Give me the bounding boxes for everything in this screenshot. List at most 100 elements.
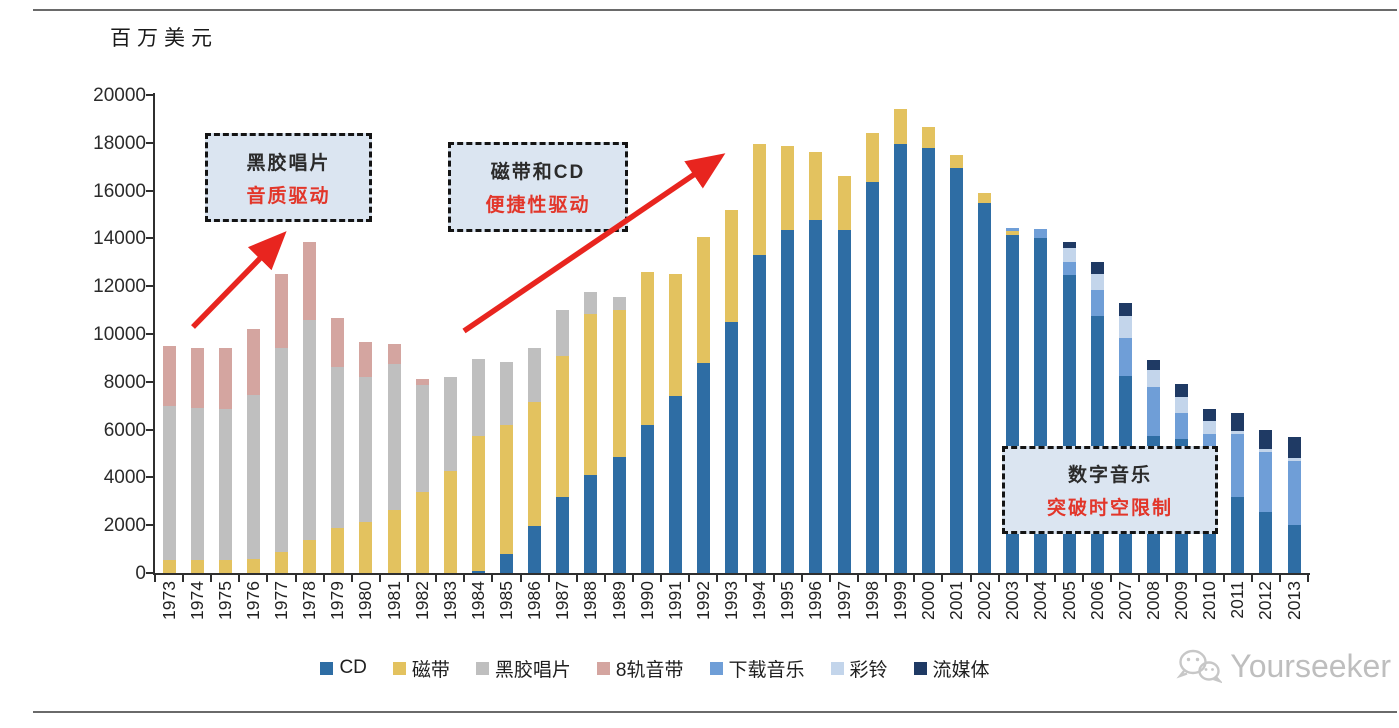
legend-label-黑胶唱片: 黑胶唱片 xyxy=(494,659,571,681)
bar-segment-黑胶唱片-1973 xyxy=(162,405,176,560)
x-label-slot: 1982 xyxy=(408,581,436,643)
stacked-bar-1978 xyxy=(303,242,317,573)
bar-segment-彩铃-2007 xyxy=(1118,316,1132,338)
x-axis-year-label: 1993 xyxy=(721,581,742,620)
bar-segment-黑胶唱片-1981 xyxy=(387,363,401,510)
bar-segment-8轨音带-1973 xyxy=(162,345,176,406)
bar-slot-2013 xyxy=(1280,95,1308,573)
x-axis-tick xyxy=(322,575,325,582)
legend-item-下载音乐: 下载音乐 xyxy=(709,655,805,682)
x-axis-year-label: 1996 xyxy=(805,581,826,620)
bar-segment-下载音乐-2006 xyxy=(1090,289,1104,317)
x-label-slot: 2001 xyxy=(943,581,971,643)
bar-segment-磁带-1978 xyxy=(303,539,317,573)
bar-segment-磁带-1976 xyxy=(246,558,260,573)
bar-segment-磁带-1998 xyxy=(865,133,879,183)
x-label-slot: 1997 xyxy=(830,581,858,643)
bar-segment-磁带-1984 xyxy=(471,435,485,571)
x-axis-year-label: 1994 xyxy=(749,581,770,620)
x-axis-year-label: 2009 xyxy=(1171,581,1192,620)
bar-segment-CD-1996 xyxy=(809,220,823,573)
y-axis-tick-label: 4000 xyxy=(103,467,146,489)
bar-segment-8轨音带-1982 xyxy=(415,379,429,386)
bar-segment-CD-1986 xyxy=(528,526,542,573)
y-axis-tick xyxy=(146,572,154,574)
stacked-bar-1976 xyxy=(246,329,260,573)
bar-slot-2002 xyxy=(971,95,999,573)
x-axis-tick xyxy=(1082,575,1085,582)
bar-slot-1984 xyxy=(464,95,492,573)
legend-swatch-黑胶唱片 xyxy=(475,661,489,675)
bar-segment-CD-1989 xyxy=(612,457,626,573)
x-axis-tick xyxy=(913,575,916,582)
bar-segment-8轨音带-1974 xyxy=(190,348,204,409)
bar-segment-彩铃-2012 xyxy=(1259,448,1273,453)
x-label-slot: 1986 xyxy=(521,581,549,643)
bar-segment-彩铃-2009 xyxy=(1175,397,1189,413)
annotation-title: 磁带和CD xyxy=(490,162,586,183)
x-axis-tick xyxy=(378,575,381,582)
bar-segment-磁带-1994 xyxy=(753,144,767,256)
y-axis-tick-label: 8000 xyxy=(103,371,146,393)
x-axis-tick xyxy=(266,575,269,582)
bar-segment-彩铃-2010 xyxy=(1203,421,1217,435)
x-label-slot: 1977 xyxy=(268,581,296,643)
stacked-bar-1990 xyxy=(640,271,654,573)
stacked-bar-1984 xyxy=(471,359,485,573)
bar-segment-磁带-1974 xyxy=(190,559,204,573)
annotation-box-cassette-cd: 磁带和CD 便捷性驱动 xyxy=(448,142,628,232)
bar-segment-流媒体-2006 xyxy=(1090,262,1104,275)
y-axis-unit-label: 百万美元 xyxy=(110,26,218,50)
stacked-bar-2002 xyxy=(978,193,992,573)
bar-segment-磁带-1973 xyxy=(162,559,176,573)
x-axis-tick xyxy=(210,575,213,582)
x-label-slot: 1999 xyxy=(886,581,914,643)
bar-segment-黑胶唱片-1983 xyxy=(443,377,457,472)
x-axis-year-label: 1989 xyxy=(608,581,629,620)
bar-segment-磁带-1993 xyxy=(725,209,739,323)
x-axis-year-label: 1997 xyxy=(833,581,854,620)
x-label-slot: 1998 xyxy=(858,581,886,643)
bar-segment-磁带-1983 xyxy=(443,471,457,573)
x-axis-year-label: 1995 xyxy=(777,581,798,620)
bar-segment-流媒体-2010 xyxy=(1203,409,1217,422)
legend-item-彩铃: 彩铃 xyxy=(830,655,888,682)
bar-segment-下载音乐-2011 xyxy=(1231,434,1245,497)
bar-segment-下载音乐-2003 xyxy=(1006,227,1020,232)
x-axis-tick xyxy=(603,575,606,582)
legend-item-黑胶唱片: 黑胶唱片 xyxy=(475,655,571,682)
watermark: Yourseeker xyxy=(1176,646,1391,686)
bar-slot-1990 xyxy=(633,95,661,573)
bar-segment-黑胶唱片-1987 xyxy=(556,310,570,356)
bar-slot-1980 xyxy=(352,95,380,573)
x-label-slot: 2008 xyxy=(1139,581,1167,643)
bar-slot-1999 xyxy=(886,95,914,573)
bar-slot-1977 xyxy=(268,95,296,573)
top-divider xyxy=(33,9,1397,11)
bar-segment-CD-1999 xyxy=(893,144,907,573)
bar-segment-磁带-1981 xyxy=(387,509,401,573)
stacked-bar-1999 xyxy=(893,109,907,573)
x-label-slot: 2000 xyxy=(914,581,942,643)
bar-segment-彩铃-2011 xyxy=(1231,430,1245,435)
bar-segment-CD-2000 xyxy=(921,147,935,573)
annotation-subtitle: 音质驱动 xyxy=(246,185,331,207)
legend-label-流媒体: 流媒体 xyxy=(932,659,990,681)
stacked-bar-1974 xyxy=(190,348,204,573)
stacked-bar-1993 xyxy=(725,209,739,573)
legend-swatch-CD xyxy=(320,661,334,675)
x-axis-year-label: 1999 xyxy=(889,581,910,620)
bar-segment-磁带-1990 xyxy=(640,271,654,425)
stacked-bar-2000 xyxy=(921,127,935,573)
x-axis-tick xyxy=(350,575,353,582)
legend-label-彩铃: 彩铃 xyxy=(849,659,888,681)
x-axis-tick xyxy=(828,575,831,582)
legend-item-流媒体: 流媒体 xyxy=(913,655,990,682)
x-axis-year-label: 2000 xyxy=(917,581,938,620)
bar-segment-CD-1987 xyxy=(556,496,570,573)
bar-slot-1997 xyxy=(830,95,858,573)
bar-segment-磁带-1995 xyxy=(781,146,795,231)
y-axis-tick xyxy=(146,237,154,240)
bar-segment-流媒体-2005 xyxy=(1062,242,1076,248)
legend-swatch-下载音乐 xyxy=(709,661,723,675)
